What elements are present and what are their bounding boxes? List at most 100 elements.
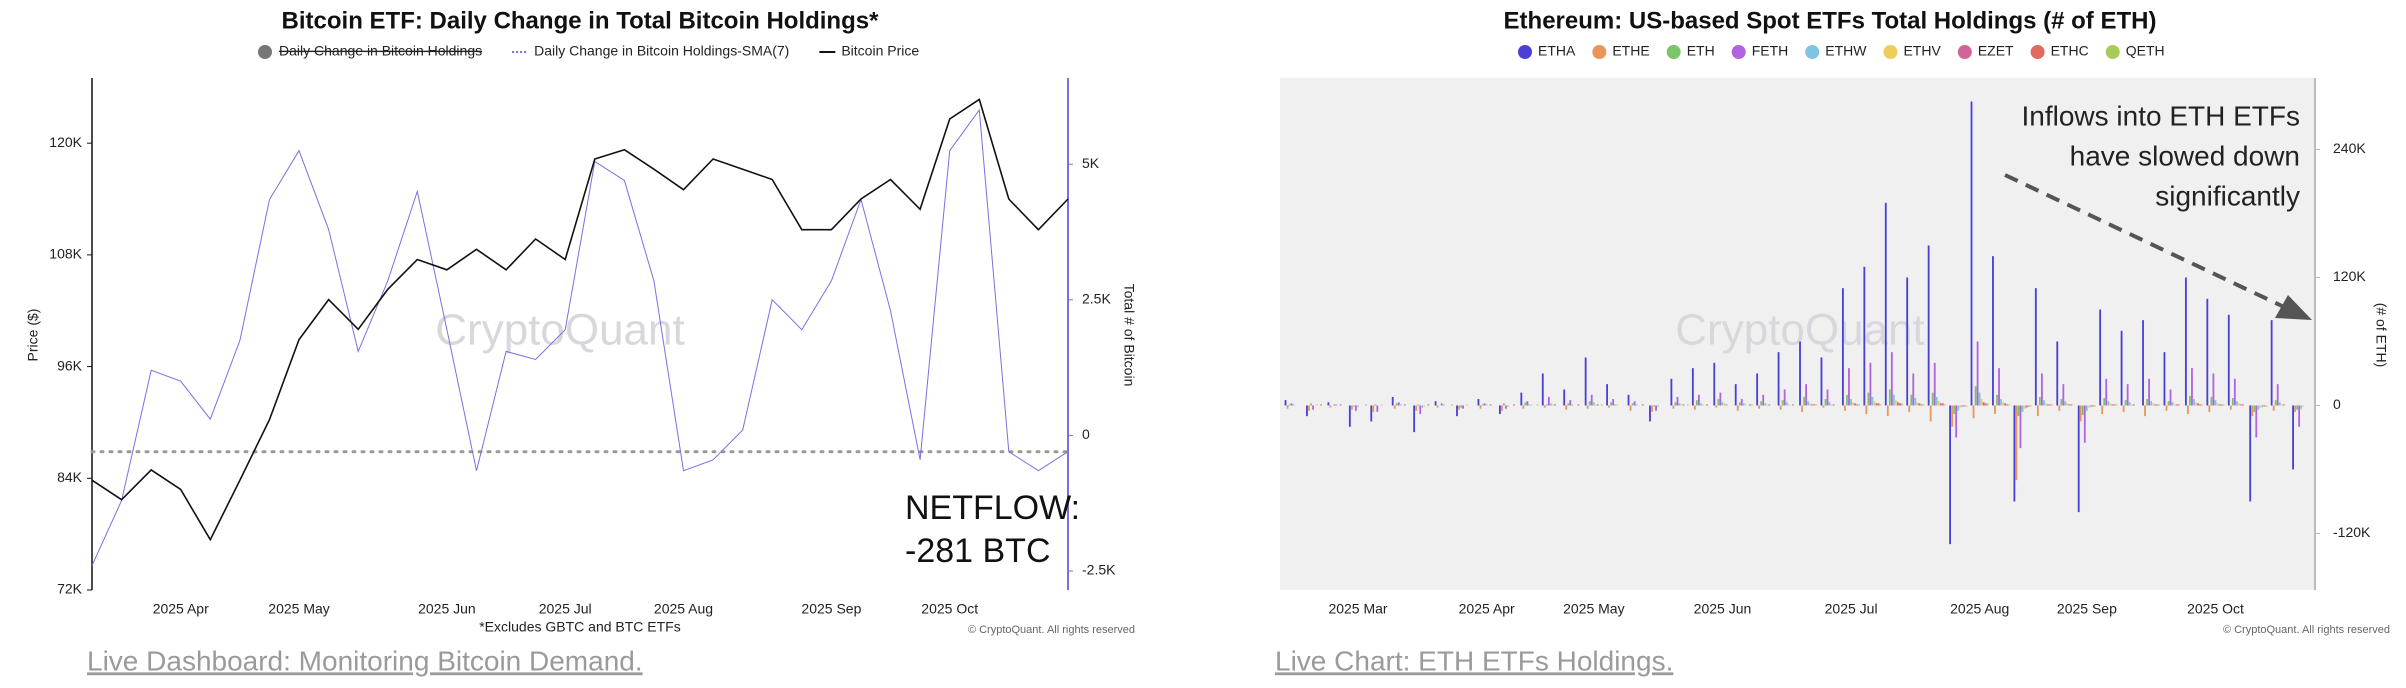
bar — [2240, 404, 2242, 406]
y-tick-label: 120K — [49, 134, 82, 150]
copyright: © CryptoQuant. All rights reserved — [968, 624, 1135, 636]
bar — [1748, 404, 1751, 406]
bar — [2093, 405, 2096, 407]
legend-label: ETHE — [1612, 43, 1649, 59]
bar — [1577, 404, 1580, 406]
bar — [1760, 401, 1763, 406]
bar — [1867, 392, 1870, 406]
annotation: Inflows into ETH ETFs — [2021, 100, 2300, 131]
bar — [1489, 404, 1492, 406]
bar — [1686, 404, 1689, 406]
bar — [1844, 405, 1846, 411]
bar — [2004, 403, 2007, 406]
bar — [1612, 399, 1615, 406]
bar — [2089, 405, 2092, 407]
bar — [1391, 396, 1394, 406]
bar — [1906, 277, 1909, 406]
bar — [1292, 404, 1295, 406]
bar — [1655, 405, 1657, 411]
bar — [2206, 298, 2209, 406]
bar — [1719, 392, 1722, 406]
bar — [1594, 404, 1597, 406]
bar — [1372, 405, 1375, 412]
bar — [1588, 401, 1591, 406]
bar — [2085, 405, 2088, 411]
bar — [1888, 389, 1891, 406]
link[interactable]: Live Chart: ETH ETFs Holdings. — [1275, 645, 1673, 676]
bar — [1978, 392, 1981, 406]
bar — [1501, 405, 1503, 411]
bar — [1393, 405, 1396, 409]
legend-label: ETHC — [2051, 43, 2089, 59]
bar — [1799, 341, 1801, 406]
bar — [2120, 330, 2123, 406]
bar — [2049, 404, 2051, 406]
y-axis-label: (# of ETH) — [2373, 303, 2389, 368]
bar — [1830, 404, 1833, 406]
bar — [2270, 320, 2273, 406]
bar — [1912, 373, 1915, 406]
bar — [1783, 389, 1786, 406]
bar — [1713, 362, 1716, 406]
bar — [1744, 404, 1747, 406]
bar — [1811, 404, 1814, 406]
bar — [1820, 357, 1823, 406]
bar — [1462, 405, 1465, 409]
bar — [2051, 404, 2053, 406]
legend-marker — [2030, 45, 2045, 59]
bar — [2027, 405, 2030, 407]
bar — [2068, 404, 2071, 406]
bar — [1992, 256, 1994, 406]
y2-axis-label: Total # of Bitcoin — [1121, 284, 1137, 387]
bar — [2142, 320, 2144, 406]
bar — [2109, 403, 2112, 406]
bar — [1616, 404, 1619, 406]
bar — [1959, 405, 1962, 408]
bar — [2235, 401, 2238, 406]
bar — [2064, 401, 2067, 406]
bar — [2300, 405, 2303, 409]
bar — [2002, 402, 2004, 406]
bar — [2261, 405, 2264, 407]
bar — [2265, 405, 2268, 407]
bar — [1723, 403, 1726, 406]
bar — [2070, 404, 2073, 406]
bar — [2006, 404, 2009, 406]
bar — [2171, 402, 2174, 406]
bar — [1846, 394, 1848, 406]
bar — [1554, 404, 1556, 406]
bar — [2177, 404, 2180, 406]
bar — [1436, 405, 1439, 408]
legend-marker — [1592, 45, 1607, 59]
legend-label: Daily Change in Bitcoin Holdings-SMA(7) — [534, 43, 789, 59]
legend-label: Daily Change in Bitcoin Holdings — [279, 43, 482, 59]
bar — [2158, 404, 2161, 406]
link[interactable]: Live Dashboard: Monitoring Bitcoin Deman… — [87, 645, 643, 676]
bar — [2229, 405, 2232, 410]
bar — [1590, 394, 1593, 406]
x-tick-label: 2025 Mar — [1328, 601, 1387, 617]
bar — [1286, 405, 1289, 409]
annotation: have slowed down — [2070, 140, 2300, 171]
bar — [1691, 368, 1694, 406]
legend-marker — [258, 45, 272, 59]
bar — [2146, 399, 2148, 406]
bar — [1440, 403, 1443, 406]
bar — [2222, 404, 2225, 406]
arrow-head — [2275, 295, 2312, 320]
bar — [1678, 403, 1681, 406]
bar — [2272, 405, 2275, 411]
bar — [1756, 373, 1759, 406]
bar — [1329, 405, 1332, 408]
bar — [2000, 399, 2002, 406]
bar — [1916, 402, 1919, 406]
bar — [2210, 396, 2213, 406]
bar — [1316, 404, 1318, 406]
bar — [1419, 405, 1422, 414]
bar — [1976, 341, 1979, 406]
y2-tick-label: 5K — [1082, 155, 1100, 171]
bar — [1943, 404, 1946, 406]
bar — [1541, 373, 1544, 406]
bar — [2163, 352, 2166, 406]
